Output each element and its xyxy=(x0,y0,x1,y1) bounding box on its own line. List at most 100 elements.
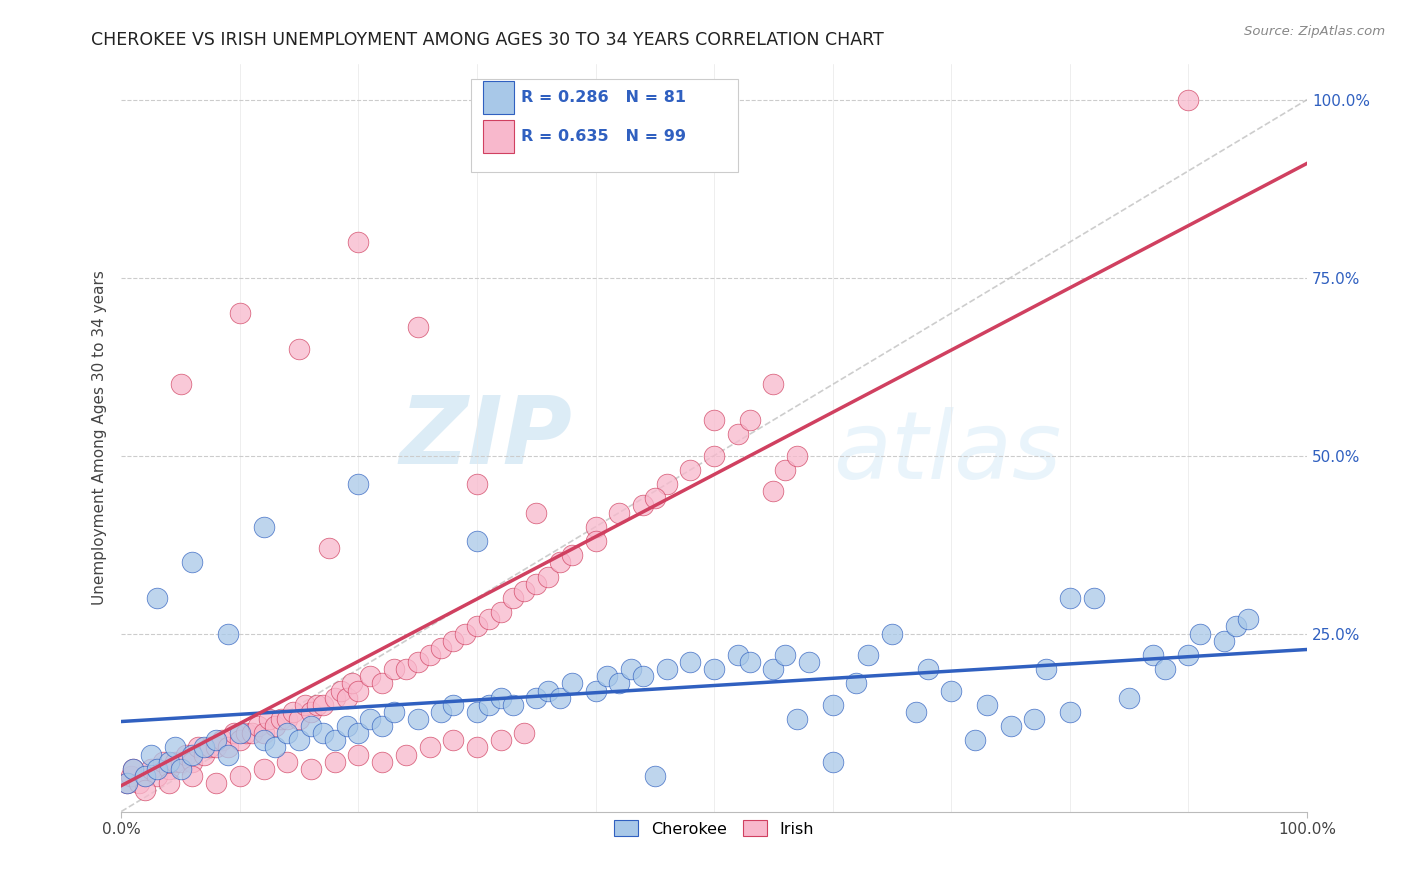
Point xyxy=(703,413,725,427)
Point xyxy=(252,520,274,534)
Point xyxy=(655,662,678,676)
Point xyxy=(115,776,138,790)
Point xyxy=(181,747,204,762)
Point xyxy=(288,342,311,356)
Point xyxy=(176,747,198,762)
Point xyxy=(299,762,322,776)
Point xyxy=(146,769,169,783)
Point xyxy=(585,534,607,549)
Point xyxy=(478,612,501,626)
Point xyxy=(169,377,191,392)
Point xyxy=(246,719,269,733)
Point xyxy=(478,698,501,712)
Point xyxy=(775,648,797,662)
FancyBboxPatch shape xyxy=(482,120,513,153)
Point xyxy=(382,705,405,719)
Point xyxy=(441,733,464,747)
Point xyxy=(620,662,643,676)
Point xyxy=(115,776,138,790)
Point xyxy=(917,662,939,676)
Point xyxy=(347,477,370,491)
Point xyxy=(395,662,418,676)
Point xyxy=(430,640,453,655)
Point xyxy=(347,747,370,762)
Point xyxy=(941,683,963,698)
Text: atlas: atlas xyxy=(832,408,1062,499)
Point xyxy=(229,306,252,320)
Point xyxy=(193,740,215,755)
Point xyxy=(1213,633,1236,648)
Point xyxy=(318,541,340,556)
Point xyxy=(797,655,820,669)
Point xyxy=(359,712,381,726)
Point xyxy=(122,762,145,776)
Point xyxy=(441,633,464,648)
Point xyxy=(347,726,370,740)
Point xyxy=(585,520,607,534)
Point xyxy=(775,463,797,477)
Point xyxy=(371,719,394,733)
Point xyxy=(1059,591,1081,605)
Point xyxy=(294,698,316,712)
Point xyxy=(727,648,749,662)
Point xyxy=(703,662,725,676)
Point xyxy=(205,740,228,755)
Point xyxy=(762,377,785,392)
Point xyxy=(217,626,239,640)
Point xyxy=(419,648,441,662)
Point xyxy=(181,769,204,783)
Point xyxy=(329,683,352,698)
Point xyxy=(264,719,287,733)
Point xyxy=(146,762,169,776)
Point xyxy=(371,755,394,769)
Text: R = 0.635   N = 99: R = 0.635 N = 99 xyxy=(520,129,686,145)
Text: R = 0.286   N = 81: R = 0.286 N = 81 xyxy=(520,90,686,105)
Point xyxy=(152,755,174,769)
Point xyxy=(585,683,607,698)
Point xyxy=(371,676,394,690)
Point xyxy=(347,683,370,698)
Point xyxy=(465,705,488,719)
Point xyxy=(157,776,180,790)
Point xyxy=(419,740,441,755)
Point xyxy=(163,740,186,755)
Point xyxy=(347,235,370,249)
Point xyxy=(655,477,678,491)
Point xyxy=(305,698,328,712)
Point xyxy=(502,698,524,712)
FancyBboxPatch shape xyxy=(482,81,513,114)
Point xyxy=(359,669,381,683)
Point xyxy=(1225,619,1247,633)
Point xyxy=(252,726,274,740)
Point xyxy=(727,427,749,442)
Point xyxy=(1142,648,1164,662)
Point xyxy=(1035,662,1057,676)
Point xyxy=(548,555,571,569)
Point xyxy=(299,719,322,733)
Point xyxy=(821,698,844,712)
Point xyxy=(1024,712,1046,726)
Point xyxy=(703,449,725,463)
Point xyxy=(561,676,583,690)
Point xyxy=(502,591,524,605)
Point xyxy=(252,733,274,747)
Point xyxy=(229,769,252,783)
Point xyxy=(157,762,180,776)
Point xyxy=(335,690,357,705)
Point xyxy=(465,619,488,633)
Point xyxy=(157,755,180,769)
Point xyxy=(205,733,228,747)
Point xyxy=(181,755,204,769)
Point xyxy=(524,506,547,520)
Point xyxy=(762,484,785,499)
Point xyxy=(406,655,429,669)
Point xyxy=(211,733,233,747)
Point xyxy=(217,740,239,755)
Point xyxy=(465,477,488,491)
FancyBboxPatch shape xyxy=(471,79,738,172)
Point xyxy=(904,705,927,719)
Point xyxy=(441,698,464,712)
Point xyxy=(181,555,204,569)
Point xyxy=(880,626,903,640)
Point xyxy=(821,755,844,769)
